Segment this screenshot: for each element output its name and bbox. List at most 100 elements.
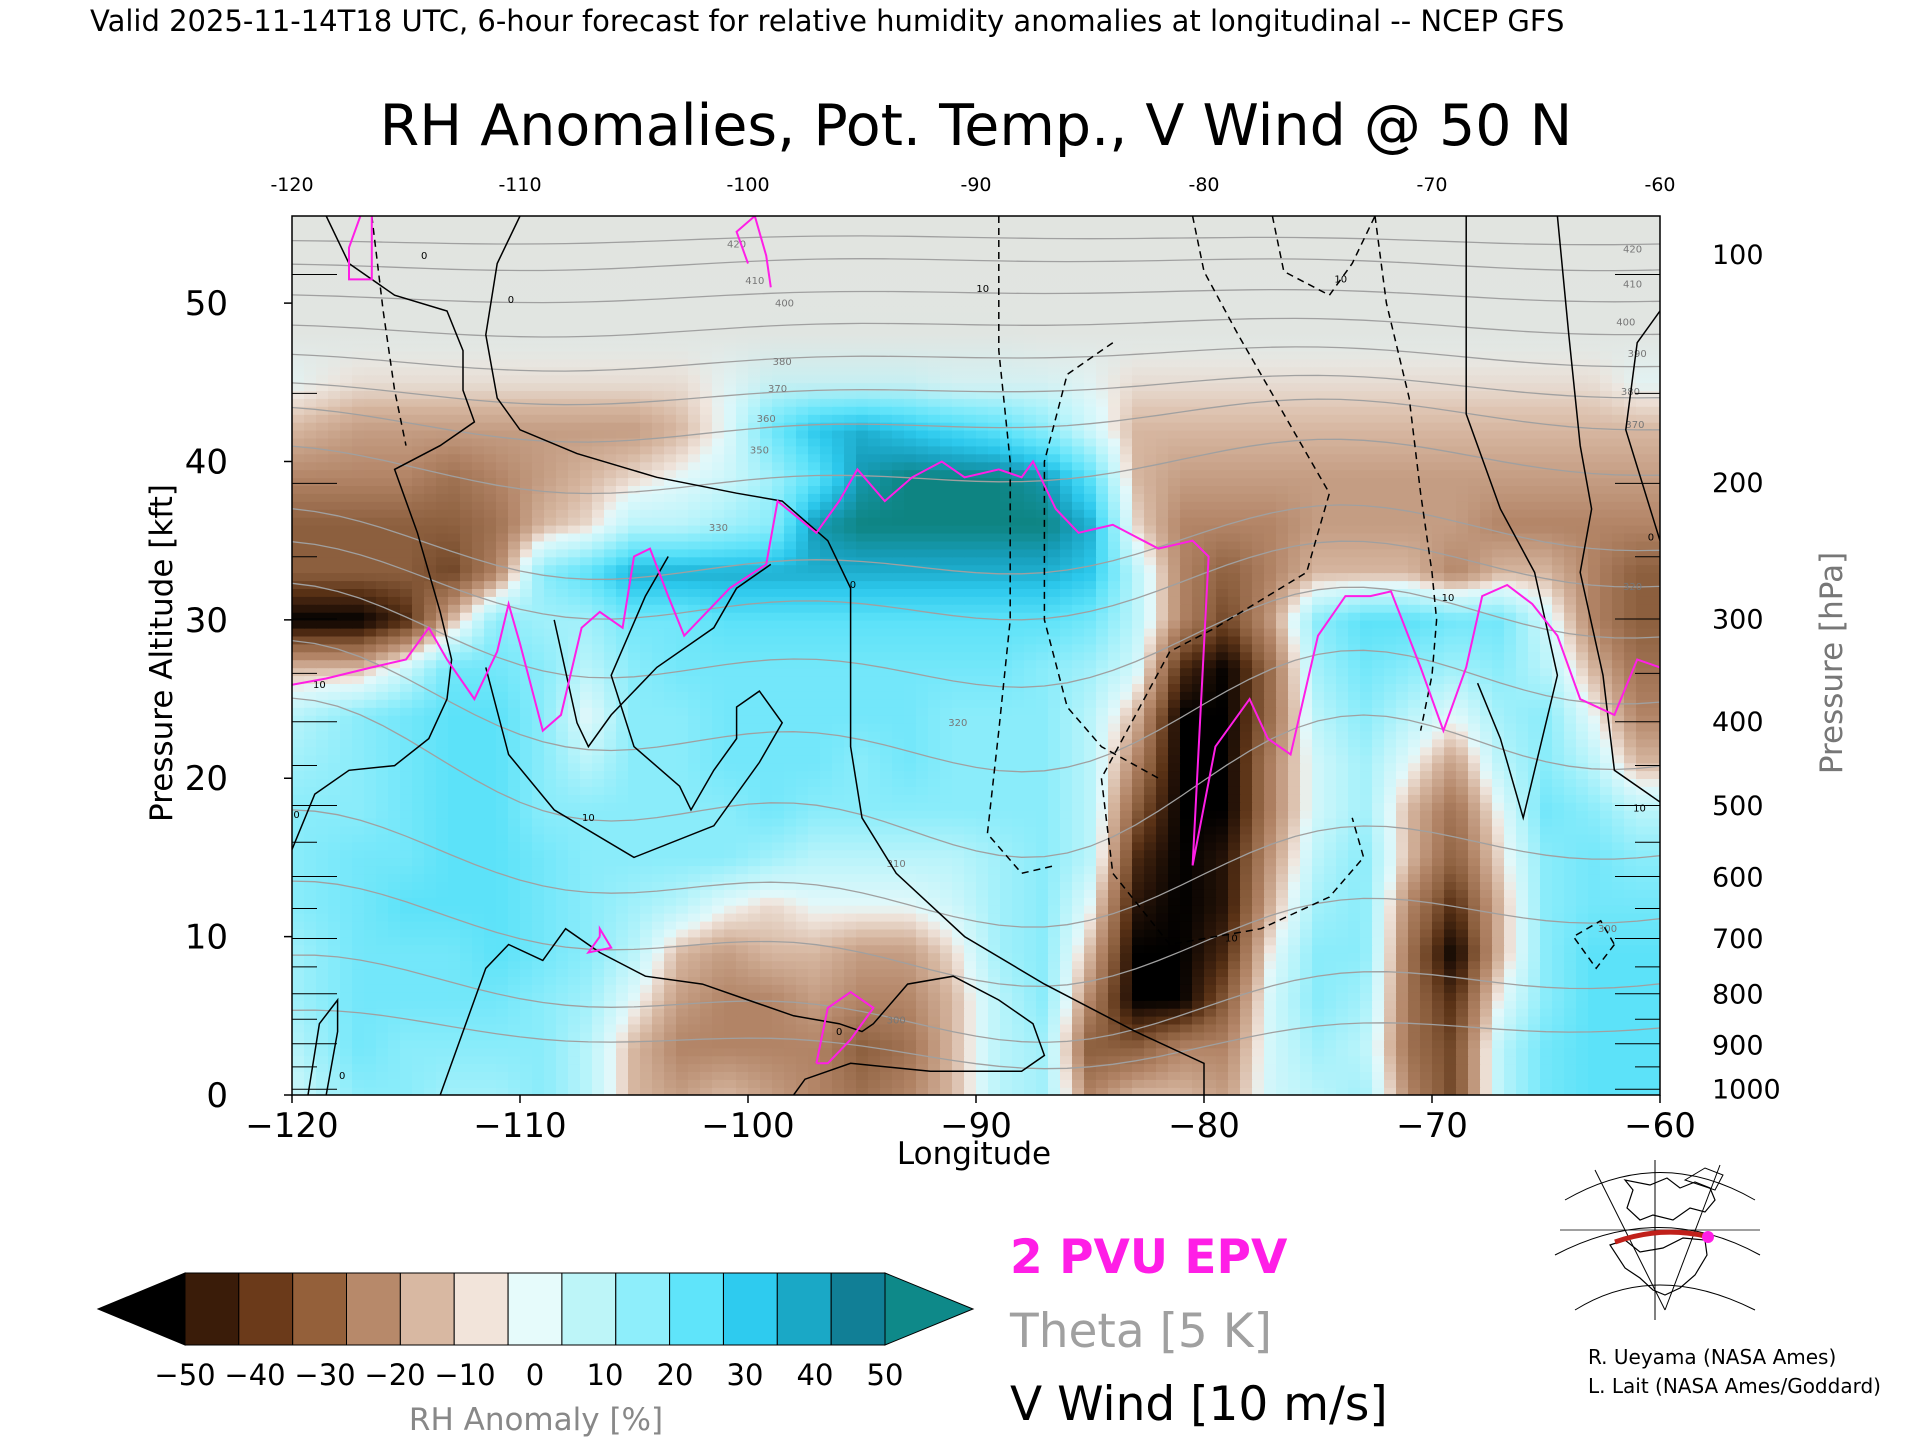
heatmap-cell	[1504, 809, 1517, 819]
heatmap-cell	[1048, 778, 1061, 787]
heatmap-cell	[436, 960, 449, 970]
heatmap-cell	[760, 1015, 773, 1025]
heatmap-cell	[1324, 889, 1337, 898]
heatmap-cell	[1588, 904, 1601, 914]
heatmap-cell	[868, 770, 881, 779]
heatmap-cell	[292, 897, 305, 906]
heatmap-cell	[1024, 889, 1037, 898]
heatmap-cell	[328, 1063, 341, 1072]
heatmap-cell	[460, 754, 473, 764]
heatmap-cell	[652, 746, 665, 756]
heatmap-cell	[820, 1055, 833, 1065]
heatmap-cell	[1588, 1000, 1601, 1009]
heatmap-cell	[1480, 786, 1493, 795]
heatmap-cell	[1504, 897, 1517, 906]
heatmap-cell	[1432, 1031, 1445, 1041]
heatmap-cell	[1372, 1015, 1385, 1025]
heatmap-cell	[1060, 1079, 1073, 1088]
heatmap-cell	[976, 920, 989, 930]
heatmap-cell	[1324, 952, 1337, 962]
heatmap-cell	[424, 904, 437, 914]
heatmap-cell	[1444, 897, 1457, 906]
heatmap-cell	[976, 1055, 989, 1065]
heatmap-cell	[1276, 786, 1289, 795]
heatmap-cell	[748, 770, 761, 779]
heatmap-cell	[868, 984, 881, 993]
heatmap-cell	[1312, 762, 1325, 772]
heatmap-cell	[928, 1015, 941, 1025]
heatmap-cell	[1108, 746, 1121, 756]
heatmap-cell	[508, 960, 521, 970]
heatmap-cell	[592, 794, 605, 803]
heatmap-cell	[1492, 889, 1505, 898]
heatmap-cell	[1432, 960, 1445, 970]
heatmap-cell	[952, 1063, 965, 1072]
heatmap-cell	[976, 802, 989, 811]
heatmap-cell	[1288, 754, 1301, 764]
heatmap-cell	[376, 1055, 389, 1065]
heatmap-cell	[304, 754, 317, 764]
heatmap-cell	[868, 1047, 881, 1057]
heatmap-cell	[1060, 881, 1073, 890]
heatmap-cell	[568, 809, 581, 819]
heatmap-cell	[796, 1047, 809, 1057]
heatmap-cell	[676, 1023, 689, 1033]
heatmap-cell	[1396, 904, 1409, 914]
heatmap-cell	[904, 849, 917, 859]
heatmap-cell	[1120, 1031, 1133, 1041]
heatmap-cell	[700, 1055, 713, 1065]
heatmap-cell	[940, 889, 953, 898]
heatmap-cell	[1060, 1031, 1073, 1041]
heatmap-cell	[1132, 1015, 1145, 1025]
heatmap-cell	[808, 960, 821, 970]
heatmap-cell	[748, 1079, 761, 1088]
heatmap-cell	[448, 802, 461, 811]
heatmap-cell	[1624, 1087, 1637, 1095]
heatmap-cell	[856, 944, 869, 954]
heatmap-cell	[1600, 1047, 1613, 1057]
heatmap-cell	[292, 968, 305, 977]
heatmap-cell	[556, 1023, 569, 1033]
heatmap-cell	[1096, 1063, 1109, 1072]
heatmap-cell	[1048, 1007, 1061, 1017]
heatmap-cell	[796, 968, 809, 977]
heatmap-cell	[508, 976, 521, 985]
heatmap-cell	[1588, 1023, 1601, 1033]
heatmap-cell	[856, 1015, 869, 1025]
heatmap-cell	[1540, 778, 1553, 787]
heatmap-cell	[556, 754, 569, 764]
heatmap-cell	[1612, 865, 1625, 875]
heatmap-cell	[472, 841, 485, 851]
heatmap-cell	[964, 770, 977, 779]
heatmap-cell	[1636, 976, 1649, 985]
heatmap-cell	[1300, 992, 1313, 1001]
heatmap-cell	[940, 1071, 953, 1080]
heatmap-cell	[1276, 841, 1289, 851]
heatmap-cell	[364, 770, 377, 779]
heatmap-cell	[724, 794, 737, 803]
heatmap-cell	[724, 833, 737, 843]
heatmap-cell	[472, 1055, 485, 1065]
heatmap-cell	[1600, 1015, 1613, 1025]
heatmap-cell	[640, 897, 653, 906]
heatmap-cell	[1420, 904, 1433, 914]
heatmap-cell	[1432, 952, 1445, 962]
heatmap-cell	[976, 912, 989, 922]
heatmap-cell	[1516, 770, 1529, 779]
heatmap-cell	[1216, 976, 1229, 985]
heatmap-cell	[772, 984, 785, 993]
heatmap-cell	[808, 976, 821, 985]
heatmap-cell	[1024, 1031, 1037, 1041]
heatmap-cell	[316, 968, 329, 977]
heatmap-cell	[844, 968, 857, 977]
heatmap-cell	[352, 928, 365, 938]
heatmap-cell	[736, 1063, 749, 1072]
heatmap-cell	[988, 920, 1001, 930]
heatmap-cell	[544, 849, 557, 859]
heatmap-cell	[544, 1047, 557, 1057]
heatmap-cell	[676, 936, 689, 946]
heatmap-cell	[1564, 952, 1577, 962]
heatmap-cell	[1228, 849, 1241, 859]
heatmap-cell	[1588, 936, 1601, 946]
heatmap-cell	[844, 833, 857, 843]
